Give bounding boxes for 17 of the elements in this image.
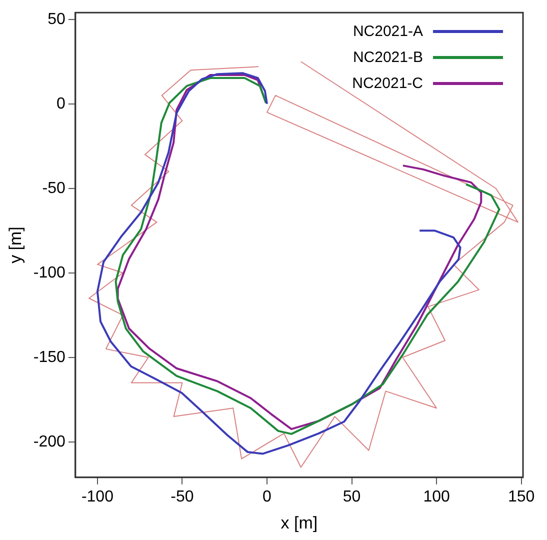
legend-label: NC2021-A [352,22,423,42]
legend-label: NC2021-C [352,74,423,94]
y-tick-label: -200 [33,433,66,450]
x-axis-title: x [m] [280,513,318,532]
y-tick-label: -50 [42,180,66,197]
x-tick-label: 150 [508,488,535,506]
x-tick-label: 50 [342,488,361,506]
x-tick-label: -50 [170,488,194,506]
y-tick-label: 50 [48,10,66,28]
y-axis-title: y [m] [6,226,25,264]
x-tick-label: -100 [81,488,114,506]
y-tick-label: 0 [56,95,66,112]
legend-label: NC2021-B [352,48,423,68]
y-tick-label: -100 [33,264,66,282]
x-tick-label: 100 [423,488,450,506]
y-tick-label: -150 [33,348,66,366]
x-tick-label: 0 [262,488,272,506]
